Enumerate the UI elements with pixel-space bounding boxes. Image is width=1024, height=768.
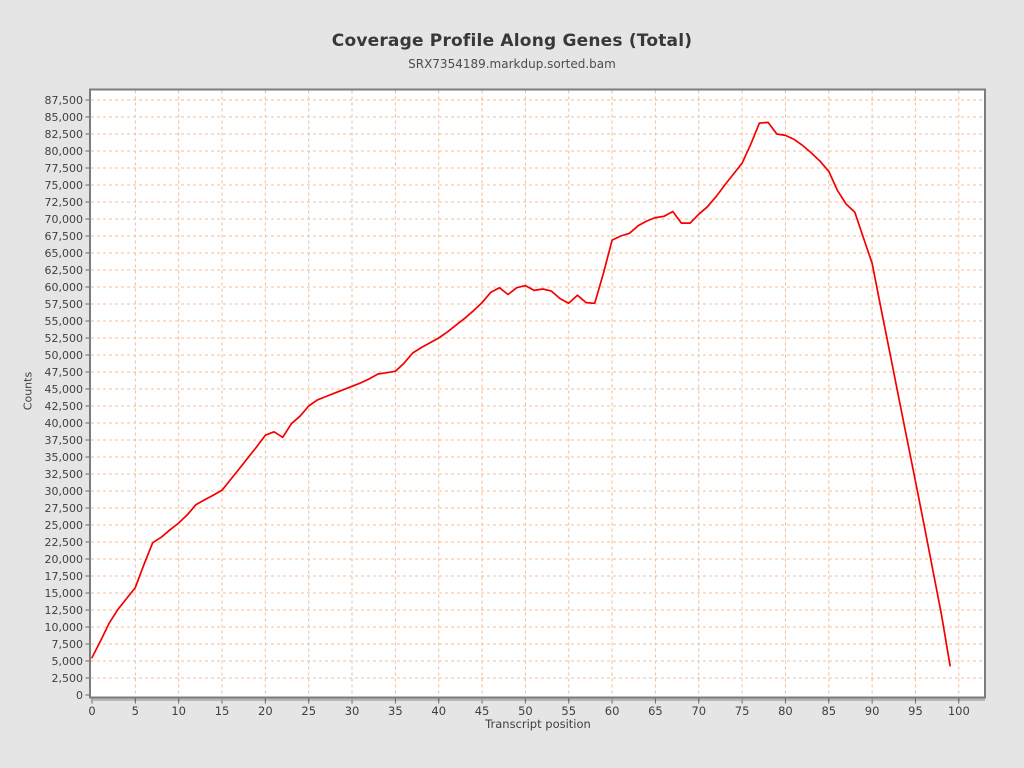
y-tick-label: 80,000 — [45, 145, 84, 158]
y-tick-label: 60,000 — [45, 281, 84, 294]
y-tick-label: 67,500 — [45, 230, 84, 243]
y-tick-label: 22,500 — [45, 536, 84, 549]
x-tick-label: 30 — [345, 704, 360, 718]
y-tick-label: 62,500 — [45, 264, 84, 277]
x-tick-label: 25 — [301, 704, 316, 718]
chart-subtitle: SRX7354189.markdup.sorted.bam — [408, 57, 616, 71]
y-tick-label: 27,500 — [45, 502, 84, 515]
y-tick-label: 47,500 — [45, 366, 84, 379]
y-axis-title: Counts — [21, 371, 35, 411]
y-tick-label: 72,500 — [45, 196, 84, 209]
x-tick-label: 15 — [215, 704, 230, 718]
x-tick-label: 65 — [648, 704, 663, 718]
y-tick-label: 35,000 — [45, 451, 84, 464]
x-tick-label: 95 — [908, 704, 923, 718]
x-tick-label: 90 — [865, 704, 880, 718]
y-tick-label: 10,000 — [45, 621, 84, 634]
coverage-line — [91, 121, 951, 667]
y-tick-label: 77,500 — [45, 162, 84, 175]
x-tick-label: 55 — [561, 704, 576, 718]
x-tick-label: 70 — [691, 704, 706, 718]
y-tick-label: 87,500 — [45, 94, 84, 107]
x-tick-label: 60 — [605, 704, 620, 718]
y-tick-label: 2,500 — [52, 672, 84, 685]
y-tick-label: 32,500 — [45, 468, 84, 481]
plot-border — [89, 88, 986, 699]
y-tick-label: 42,500 — [45, 400, 84, 413]
y-tick-label: 37,500 — [45, 434, 84, 447]
y-tick-label: 52,500 — [45, 332, 84, 345]
y-tick-label: 82,500 — [45, 128, 84, 141]
y-tick-label: 85,000 — [45, 111, 84, 124]
y-tick-label: 57,500 — [45, 298, 84, 311]
x-tick-label: 75 — [735, 704, 750, 718]
y-tick-label: 5,000 — [52, 655, 84, 668]
x-tick-label: 35 — [388, 704, 403, 718]
x-tick-label: 5 — [132, 704, 139, 718]
x-axis-title: Transcript position — [485, 717, 591, 731]
y-tick-label: 7,500 — [52, 638, 84, 651]
y-tick-label: 55,000 — [45, 315, 84, 328]
y-tick-label: 70,000 — [45, 213, 84, 226]
chart-title: Coverage Profile Along Genes (Total) — [331, 31, 693, 51]
y-tick-label: 12,500 — [45, 604, 84, 617]
x-tick-label: 20 — [258, 704, 273, 718]
x-tick-label: 0 — [88, 704, 95, 718]
y-tick-label: 15,000 — [45, 587, 84, 600]
x-tick-label: 100 — [948, 704, 970, 718]
y-tick-label: 17,500 — [45, 570, 84, 583]
y-tick-label: 40,000 — [45, 417, 84, 430]
x-tick-label: 50 — [518, 704, 533, 718]
y-tick-label: 30,000 — [45, 485, 84, 498]
y-tick-label: 25,000 — [45, 519, 84, 532]
y-tick-label: 75,000 — [45, 179, 84, 192]
x-tick-label: 45 — [475, 704, 490, 718]
y-tick-label: 45,000 — [45, 383, 84, 396]
y-tick-label: 20,000 — [45, 553, 84, 566]
y-tick-label: 50,000 — [45, 349, 84, 362]
plot-area — [90, 89, 985, 698]
y-tick-label: 65,000 — [45, 247, 84, 260]
x-tick-label: 10 — [171, 704, 186, 718]
y-tick-label: 0 — [76, 689, 83, 702]
x-tick-label: 85 — [821, 704, 836, 718]
x-tick-label: 80 — [778, 704, 793, 718]
x-tick-label: 40 — [431, 704, 446, 718]
